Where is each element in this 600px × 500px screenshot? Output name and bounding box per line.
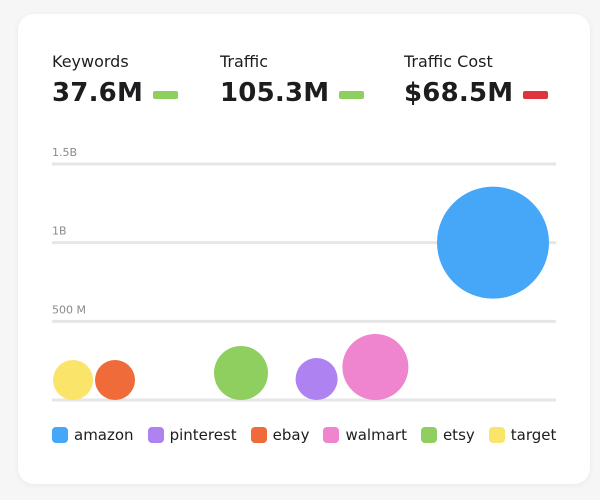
bubble-etsy[interactable] xyxy=(214,346,268,400)
metric-traffic-cost-trend-bar xyxy=(523,91,549,99)
legend-item-target[interactable]: target xyxy=(488,426,557,444)
bubble-walmart[interactable] xyxy=(342,334,409,400)
metric-keywords-value: 37.6M xyxy=(52,78,144,108)
bubble-target[interactable] xyxy=(53,360,93,400)
legend-swatch-amazon xyxy=(52,427,68,443)
metric-traffic-value: 105.3M xyxy=(220,78,330,108)
metric-traffic-cost-label: Traffic Cost xyxy=(404,52,493,71)
metric-keywords-trend-bar xyxy=(153,91,179,99)
stats-card: Keywords 37.6M Traffic 105.3M Traffic Co… xyxy=(18,14,590,484)
legend-item-amazon[interactable]: amazon xyxy=(52,426,134,444)
y-tick-label: 1.5B xyxy=(52,146,77,159)
metric-keywords-label: Keywords xyxy=(52,52,129,71)
y-tick-label: 500 M xyxy=(52,303,86,316)
legend-swatch-pinterest xyxy=(147,427,164,443)
chart-legend: amazon pinterest ebay walmart etsy target xyxy=(52,426,556,444)
metric-traffic-trend-bar xyxy=(339,91,365,99)
bubble-pinterest[interactable] xyxy=(295,358,338,400)
metric-keywords: Keywords 37.6M xyxy=(52,52,179,108)
metric-traffic: Traffic 105.3M xyxy=(220,52,365,108)
legend-label-walmart: walmart xyxy=(345,426,407,444)
bubble-ebay[interactable] xyxy=(95,360,135,400)
legend-item-ebay[interactable]: ebay xyxy=(250,426,310,444)
legend-item-etsy[interactable]: etsy xyxy=(420,426,475,444)
legend-label-pinterest: pinterest xyxy=(169,426,237,444)
legend-label-etsy: etsy xyxy=(442,426,475,444)
metric-traffic-label: Traffic xyxy=(220,52,269,71)
y-tick-label: 1B xyxy=(52,225,67,238)
legend-label-amazon: amazon xyxy=(74,426,134,444)
legend-label-ebay: ebay xyxy=(272,426,310,444)
legend-swatch-walmart xyxy=(323,427,340,443)
legend-item-pinterest[interactable]: pinterest xyxy=(147,426,237,444)
legend-swatch-target xyxy=(488,427,505,443)
bubble-chart: 500 M 1B 1.5B xyxy=(52,146,556,402)
metric-traffic-cost: Traffic Cost $68.5M xyxy=(404,52,549,108)
legend-item-walmart[interactable]: walmart xyxy=(323,426,407,444)
legend-swatch-etsy xyxy=(420,427,437,443)
bubble-amazon[interactable] xyxy=(437,186,549,299)
legend-swatch-ebay xyxy=(250,427,267,443)
metric-traffic-cost-value: $68.5M xyxy=(404,78,514,108)
legend-label-target: target xyxy=(510,426,557,444)
